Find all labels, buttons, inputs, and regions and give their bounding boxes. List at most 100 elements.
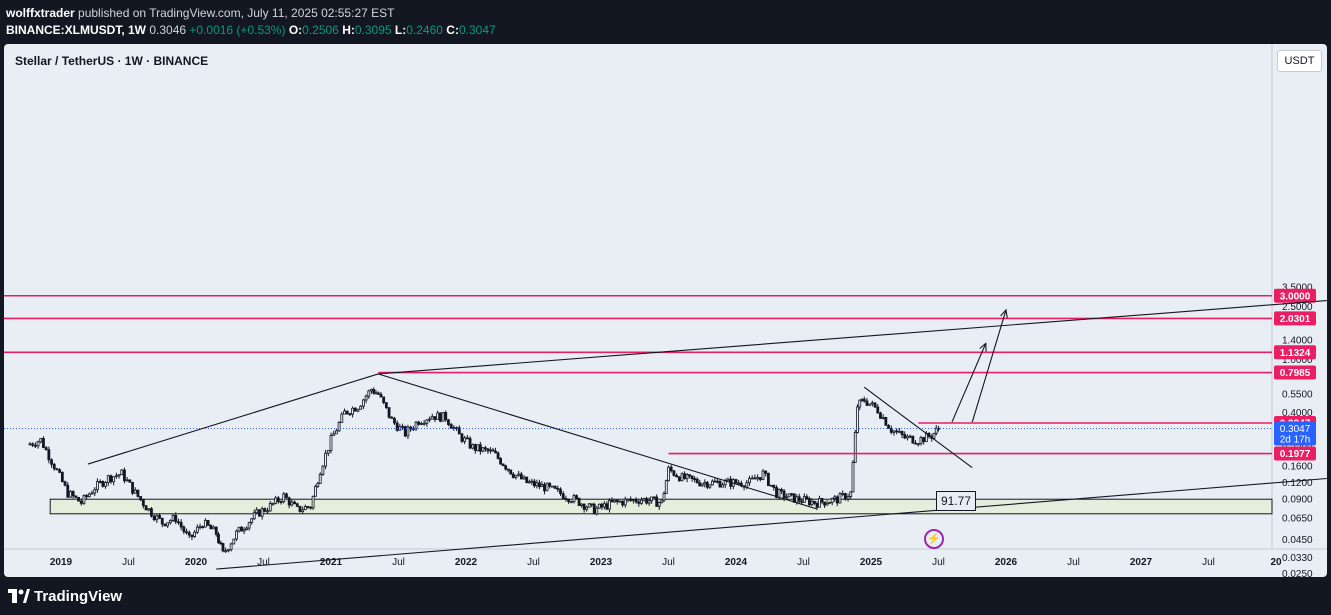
candle-body [120, 469, 124, 476]
candle-body [39, 438, 43, 443]
candle-body [815, 502, 819, 508]
x-tick-label: 2021 [320, 557, 343, 568]
candle-body [204, 520, 207, 528]
candle-body [268, 503, 272, 512]
candle-body [506, 468, 510, 471]
candle-body [664, 480, 668, 494]
candle-body [33, 444, 37, 447]
lower-channel-line[interactable] [216, 461, 1327, 570]
candle-body [473, 444, 477, 451]
currency-button[interactable]: USDT [1277, 50, 1322, 72]
candle-body [672, 470, 676, 476]
candle-body [36, 441, 40, 447]
candle-body [326, 450, 330, 454]
candle-body [530, 480, 534, 483]
candle-body [569, 501, 573, 504]
candle-body [55, 468, 59, 471]
candle-body [60, 471, 64, 483]
high-value: 0.3095 [354, 23, 392, 37]
candle-body [252, 512, 256, 520]
candle-body [721, 484, 724, 488]
upper-channel-line[interactable] [87, 373, 379, 465]
lightning-icon[interactable]: ⚡ [924, 529, 944, 549]
candle-body [28, 443, 32, 446]
candle-body [337, 421, 341, 432]
candle-body [889, 428, 893, 433]
y-tick-label: 2.5000 [1282, 302, 1313, 313]
candle-body [395, 422, 399, 431]
candle-body [206, 520, 210, 526]
candle-body [425, 419, 429, 424]
candle-body [511, 473, 515, 478]
candle-body [136, 489, 140, 497]
tradingview-logo[interactable]: TradingView [8, 587, 122, 605]
candle-body [112, 476, 116, 483]
x-tick-label: Jul [257, 557, 270, 568]
candle-body [700, 483, 704, 487]
candle-body [301, 509, 305, 512]
upper-channel-line-extension[interactable] [378, 284, 1327, 375]
candle-body [290, 501, 294, 506]
candle-body [538, 482, 541, 488]
candle-body [193, 531, 197, 538]
projection-arrow-1[interactable] [951, 343, 987, 423]
x-tick-label: 2023 [590, 557, 613, 568]
projection-arrow-2[interactable] [971, 309, 1007, 423]
candle-body [919, 437, 923, 445]
candle-body [613, 499, 616, 503]
x-tick-label: 20 [1270, 557, 1282, 568]
author-name[interactable]: wolffxtrader [6, 6, 75, 20]
y-tick-label: 0.0650 [1282, 514, 1313, 525]
candle-body [629, 498, 633, 501]
candle-body [828, 501, 832, 504]
candle-body [675, 475, 678, 478]
level-price-label: 3.0000 [1280, 291, 1311, 302]
candle-body [364, 395, 368, 401]
descending-trendline[interactable] [378, 373, 818, 510]
candle-body [805, 496, 809, 500]
candle-body [321, 465, 325, 475]
candle-body [592, 503, 596, 515]
candle-body [650, 496, 654, 502]
candle-body [626, 498, 630, 501]
candle-body [209, 524, 213, 530]
candle-body [444, 412, 448, 421]
candle-body [384, 402, 388, 408]
candle-body [772, 484, 776, 488]
symbol-line: BINANCE:XLMUSDT, 1W [6, 23, 146, 37]
candle-body [632, 499, 635, 501]
candle-body [414, 421, 418, 430]
candle-body [782, 490, 786, 499]
candle-body [491, 449, 495, 452]
candle-body [370, 389, 373, 392]
y-tick-label: 0.0900 [1282, 495, 1313, 506]
level-price-tag [1274, 345, 1316, 360]
candle-body [82, 495, 86, 504]
candle-body [769, 484, 773, 487]
candle-body [428, 418, 431, 421]
footer: TradingView [0, 577, 1331, 615]
candle-body [698, 482, 702, 487]
flag-trendline[interactable] [863, 386, 973, 469]
candle-body [710, 480, 714, 486]
candle-body [133, 489, 137, 494]
candle-body [481, 447, 485, 452]
candle-body [608, 500, 611, 510]
candle-body [767, 472, 770, 486]
candle-body [351, 407, 355, 415]
candle-body [504, 465, 508, 470]
level-price-tag [1274, 311, 1316, 326]
candle-body [683, 473, 686, 480]
level-price-tag [1274, 365, 1316, 380]
candle-body [916, 443, 920, 446]
candle-body [642, 498, 646, 501]
candle-body [240, 526, 243, 532]
candle-body [548, 482, 552, 487]
x-tick-label: Jul [662, 557, 675, 568]
high-label: H: [342, 23, 355, 37]
candle-body [567, 498, 570, 503]
candle-body [316, 483, 320, 487]
candle-body [494, 450, 497, 454]
